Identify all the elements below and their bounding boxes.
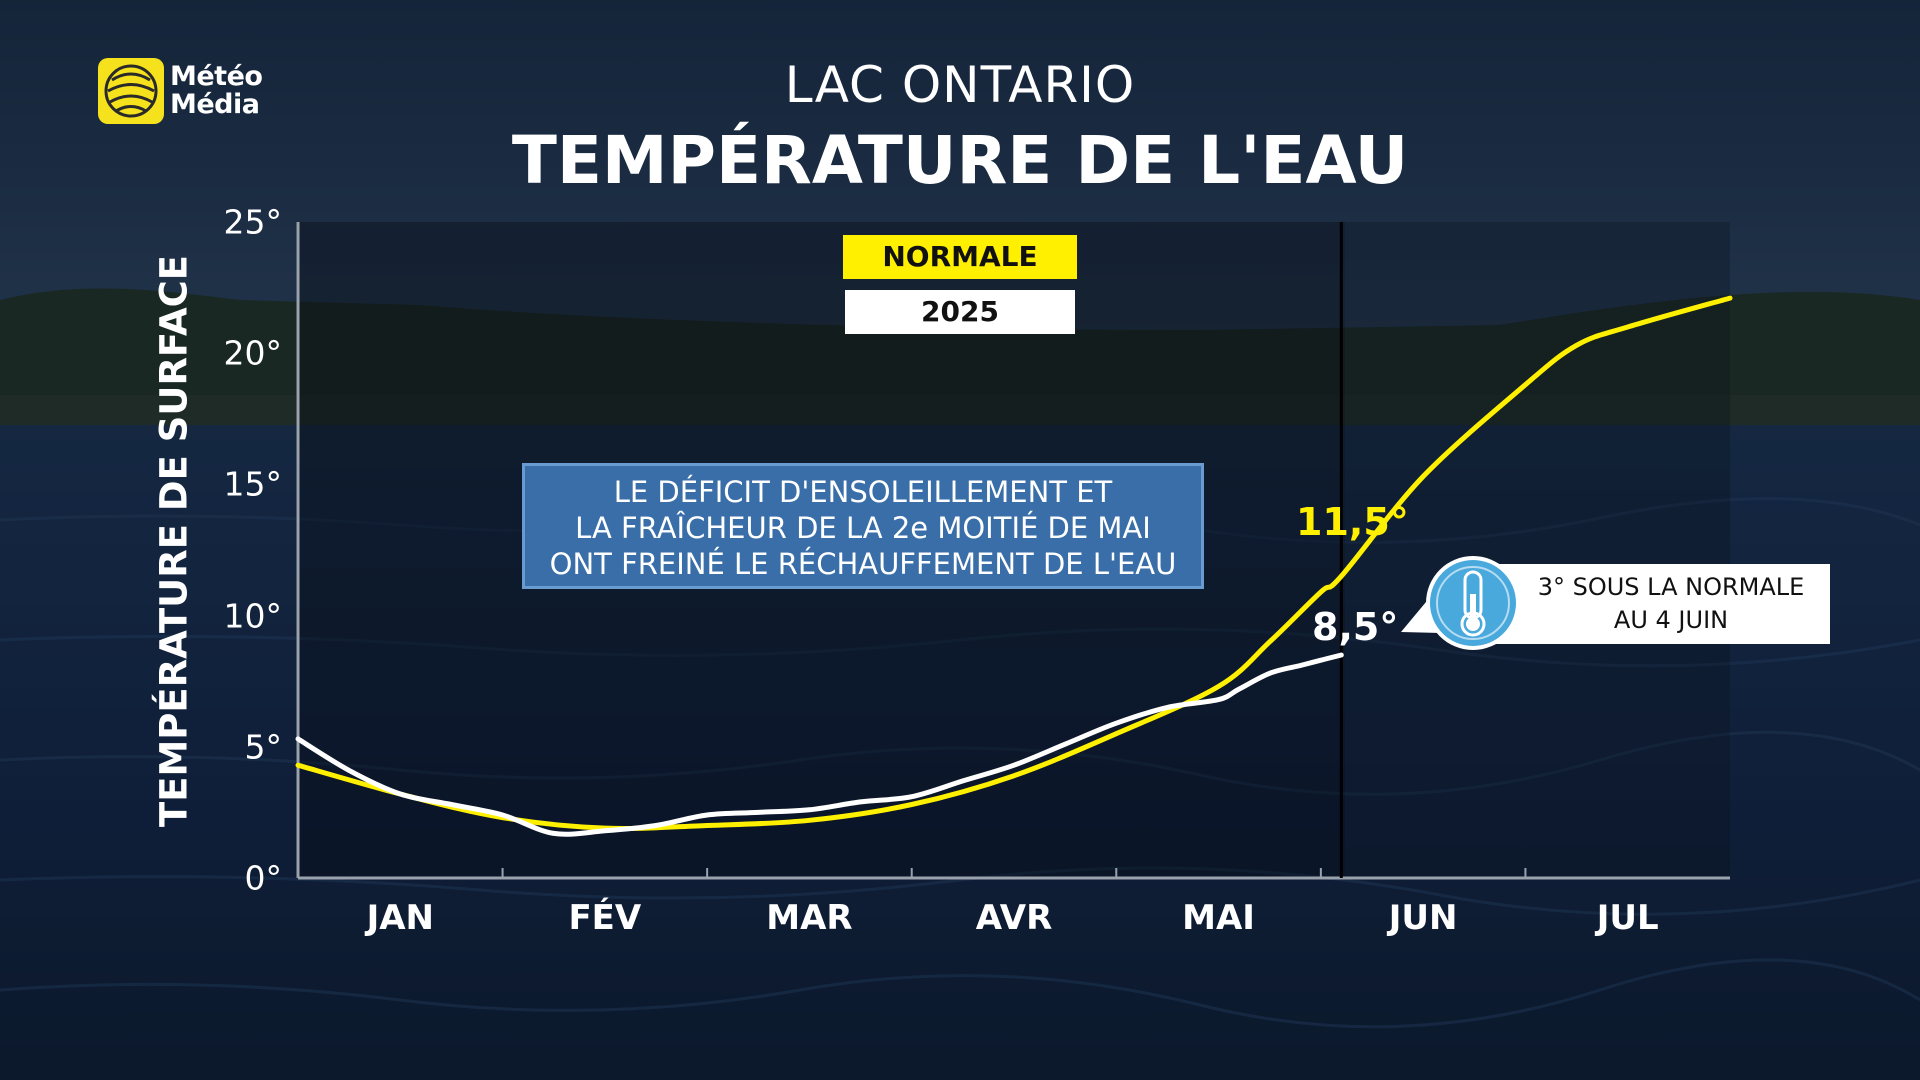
y-tick-label: 20° xyxy=(223,333,283,373)
x-tick-label: FÉV xyxy=(568,898,642,938)
x-tick-label: MAI xyxy=(1182,898,1255,938)
globe-icon xyxy=(98,58,164,124)
x-tick-label: JAN xyxy=(366,898,434,938)
y-tick-label: 25° xyxy=(223,202,283,242)
series-line-normale xyxy=(295,295,1733,831)
logo-line-1: Météo xyxy=(170,61,263,92)
x-tick-label: JUL xyxy=(1596,898,1659,938)
x-tick-label: JUN xyxy=(1388,898,1458,938)
annotation-line-1: LE DÉFICIT D'ENSOLEILLEMENT ET xyxy=(613,475,1113,509)
meteomedia-logo: Météo Média xyxy=(98,56,263,126)
legend-normale: NORMALE xyxy=(843,235,1077,279)
thermometer-icon xyxy=(1401,556,1520,650)
annotation-line-2: LA FRAÎCHEUR DE LA 2e MOITIÉ DE MAI xyxy=(575,511,1151,545)
location-title: LAC ONTARIO xyxy=(784,56,1136,114)
y-tick-label: 10° xyxy=(223,596,283,636)
legend-2025: 2025 xyxy=(845,290,1075,334)
logo-text: Météo Média xyxy=(170,61,263,120)
series-line-2025 xyxy=(295,652,1344,837)
callout-box: 3° SOUS LA NORMALE AU 4 JUIN xyxy=(1476,564,1830,644)
normal-value-label: 11,5° xyxy=(1296,500,1409,544)
x-tick-label: AVR xyxy=(975,898,1053,938)
callout-line-1: 3° SOUS LA NORMALE xyxy=(1537,573,1805,601)
logo-line-2: Média xyxy=(170,89,260,120)
x-tick-label: MAR xyxy=(766,898,853,938)
x-tick-marks xyxy=(501,868,1527,878)
year-value-label: 8,5° xyxy=(1312,605,1399,649)
main-title: TEMPÉRATURE DE L'EAU xyxy=(511,122,1409,199)
annotation-box: LE DÉFICIT D'ENSOLEILLEMENT ET LA FRAÎCH… xyxy=(522,463,1204,589)
callout-line-2: AU 4 JUIN xyxy=(1613,606,1729,634)
y-tick-label: 5° xyxy=(244,727,283,767)
y-tick-label: 15° xyxy=(223,464,283,504)
annotation-line-3: ONT FREINÉ LE RÉCHAUFFEMENT DE L'EAU xyxy=(549,547,1177,581)
y-tick-label: 0° xyxy=(244,858,283,898)
